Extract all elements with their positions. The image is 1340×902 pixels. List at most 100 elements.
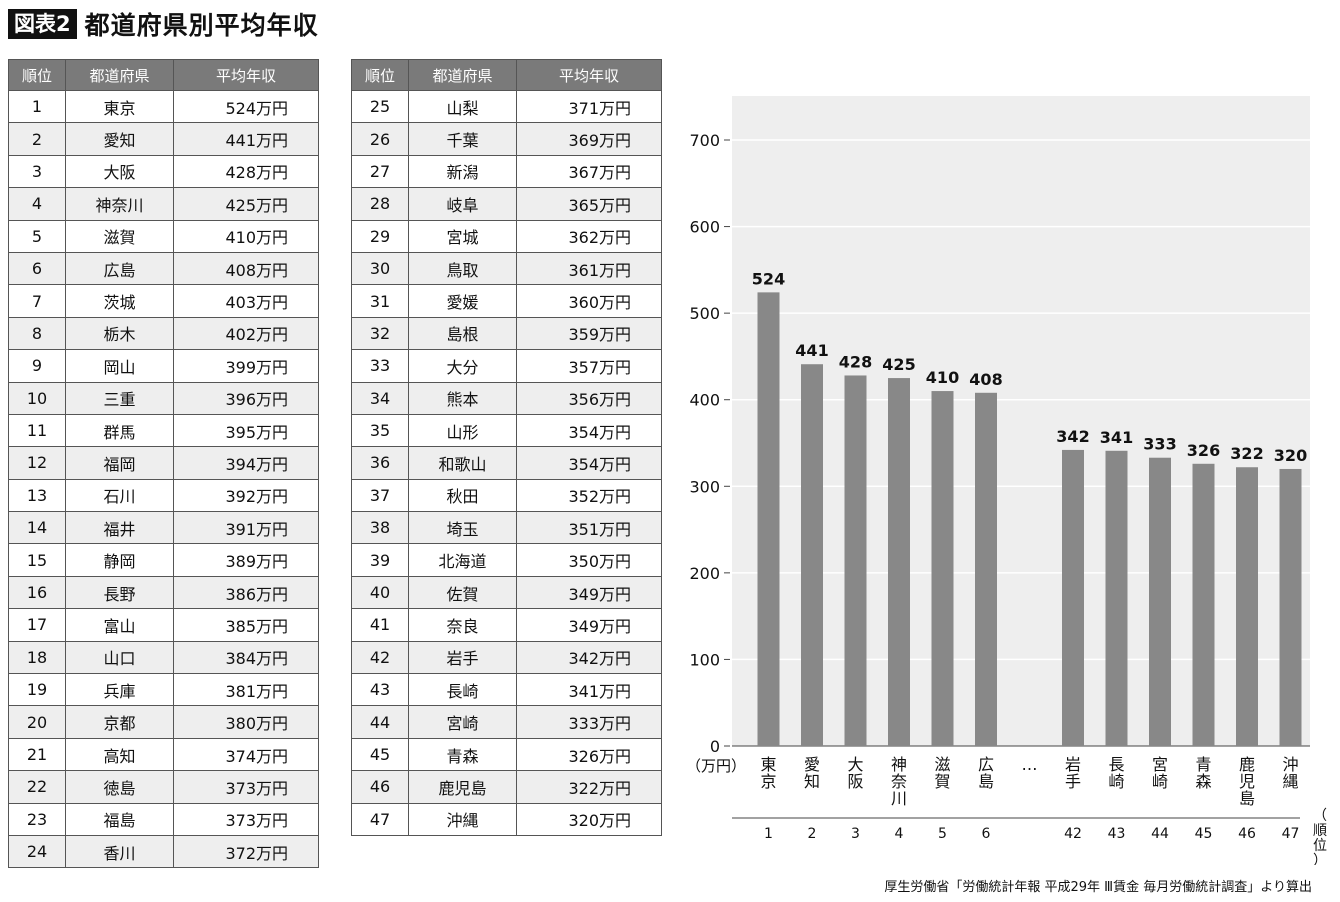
table-row: 27 新潟 367万円 (351, 154, 662, 189)
data-label: 320 (1274, 446, 1307, 465)
x-rank-label: 6 (982, 826, 991, 842)
prefecture-cell: 愛知 (65, 122, 174, 156)
prefecture-cell: 和歌山 (408, 446, 517, 480)
rank-cell: 24 (8, 834, 66, 869)
x-axis-unit-label: （順位） (1313, 808, 1327, 865)
table-row: 37 秋田 352万円 (351, 478, 662, 513)
col-header-prefecture: 都道府県 (408, 59, 517, 91)
bar (1192, 463, 1215, 746)
salary-cell: 410万円 (173, 219, 319, 253)
bar (1279, 468, 1302, 746)
y-tick-label: 500 (689, 304, 720, 323)
rank-cell: 36 (351, 446, 409, 480)
table-row: 30 鳥取 361万円 (351, 251, 662, 286)
salary-cell: 396万円 (173, 381, 319, 415)
rank-cell: 43 (351, 673, 409, 707)
x-rank-label: 47 (1282, 826, 1300, 842)
x-category-label: 滋賀 (934, 755, 950, 791)
prefecture-cell: 富山 (65, 608, 174, 642)
prefecture-cell: 広島 (65, 251, 174, 286)
y-tick-label: 100 (689, 650, 720, 669)
prefecture-cell: 大分 (408, 349, 517, 383)
rank-cell: 23 (8, 802, 66, 836)
bar (975, 392, 997, 746)
table-row: 39 北海道 350万円 (351, 543, 662, 577)
rank-cell: 5 (8, 219, 66, 253)
prefecture-cell: 鹿児島 (408, 770, 517, 804)
table-row: 41 奈良 349万円 (351, 608, 662, 642)
salary-cell: 389万円 (173, 543, 319, 577)
rank-cell: 47 (351, 802, 409, 836)
x-category-label: 青森 (1195, 755, 1211, 791)
salary-cell: 425万円 (173, 187, 319, 221)
page-title: 都道府県別平均年収 (84, 11, 319, 40)
prefecture-cell: 長野 (65, 575, 174, 610)
salary-cell: 369万円 (516, 122, 662, 156)
salary-cell: 372万円 (173, 834, 319, 869)
rank-cell: 18 (8, 640, 66, 675)
table-row: 3 大阪 428万円 (8, 154, 319, 189)
salary-cell: 373万円 (173, 770, 319, 804)
salary-cell: 326万円 (516, 737, 662, 772)
salary-cell: 362万円 (516, 219, 662, 253)
ranking-table-left: 順位 都道府県 平均年収 1 東京 524万円 2 愛知 441万円 3 大阪 428万円 4 神奈… (8, 59, 319, 869)
rank-cell: 2 (8, 122, 66, 156)
prefecture-cell: 山口 (65, 640, 174, 675)
x-rank-label: 45 (1195, 826, 1213, 842)
data-label: 410 (926, 368, 959, 387)
prefecture-cell: 山形 (408, 413, 517, 448)
bar (931, 391, 954, 746)
data-label: 342 (1056, 427, 1089, 446)
table-row: 33 大分 357万円 (351, 349, 662, 383)
salary-cell: 371万円 (516, 89, 662, 124)
rank-cell: 13 (8, 478, 66, 513)
salary-cell: 373万円 (173, 802, 319, 836)
table-row: 15 静岡 389万円 (8, 543, 319, 577)
salary-cell: 354万円 (516, 413, 662, 448)
salary-cell: 380万円 (173, 705, 319, 739)
salary-cell: 357万円 (516, 349, 662, 383)
table-row: 11 群馬 395万円 (8, 413, 319, 448)
salary-cell: 333万円 (516, 705, 662, 739)
prefecture-cell: 奈良 (408, 608, 517, 642)
table-row: 10 三重 396万円 (8, 381, 319, 415)
bar (844, 375, 867, 746)
x-rank-label: 1 (764, 826, 773, 842)
prefecture-cell: 埼玉 (408, 511, 517, 545)
rank-cell: 46 (351, 770, 409, 804)
salary-cell: 428万円 (173, 154, 319, 189)
table-row: 18 山口 384万円 (8, 640, 319, 675)
salary-cell: 391万円 (173, 511, 319, 545)
table-row: 23 福島 373万円 (8, 802, 319, 836)
table-row: 31 愛媛 360万円 (351, 284, 662, 318)
rank-cell: 7 (8, 284, 66, 318)
prefecture-cell: 福岡 (65, 446, 174, 480)
prefecture-cell: 鳥取 (408, 251, 517, 286)
salary-cell: 386万円 (173, 575, 319, 610)
prefecture-cell: 茨城 (65, 284, 174, 318)
prefecture-cell: 宮崎 (408, 705, 517, 739)
rank-cell: 19 (8, 673, 66, 707)
data-label: 322 (1230, 444, 1263, 463)
y-tick-label: 600 (689, 218, 720, 237)
data-label: 333 (1143, 435, 1176, 454)
data-label: 408 (969, 370, 1002, 389)
rank-cell: 26 (351, 122, 409, 156)
prefecture-cell: 京都 (65, 705, 174, 739)
prefecture-cell: 岡山 (65, 349, 174, 383)
prefecture-cell: 大阪 (65, 154, 174, 189)
x-rank-label: 2 (808, 826, 817, 842)
salary-cell: 350万円 (516, 543, 662, 577)
rank-cell: 8 (8, 316, 66, 351)
x-category-label: 大阪 (847, 755, 863, 791)
bar (1149, 457, 1171, 746)
prefecture-cell: 高知 (65, 737, 174, 772)
table-row: 44 宮崎 333万円 (351, 705, 662, 739)
table-row: 43 長崎 341万円 (351, 673, 662, 707)
prefecture-cell: 秋田 (408, 478, 517, 513)
rank-cell: 35 (351, 413, 409, 448)
table-row: 38 埼玉 351万円 (351, 511, 662, 545)
prefecture-cell: 岩手 (408, 640, 517, 675)
salary-cell: 374万円 (173, 737, 319, 772)
data-label: 425 (882, 355, 915, 374)
